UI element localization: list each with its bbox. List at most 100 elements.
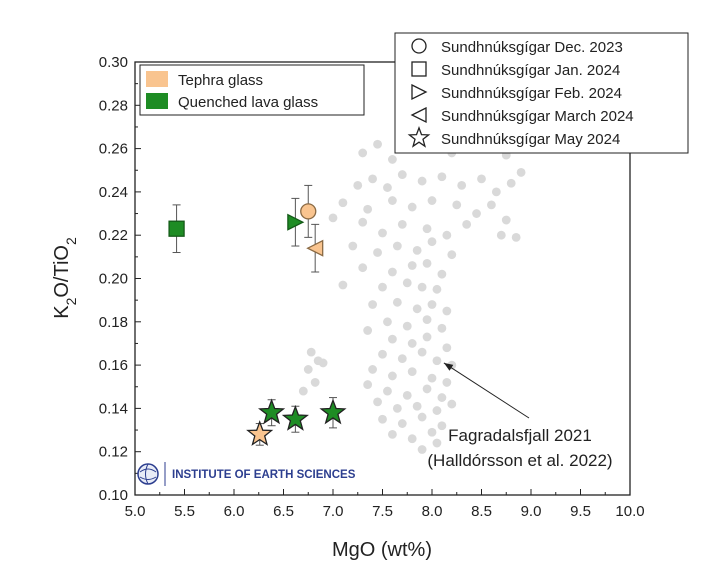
y-tick-label: 0.20 xyxy=(99,271,128,288)
legend-label-dec-2023: Sundhnúksgígar Dec. 2023 xyxy=(441,39,623,56)
data-point-square xyxy=(168,220,185,237)
x-tick-label: 9.5 xyxy=(570,503,591,520)
fagradalsfjall-point xyxy=(388,267,397,277)
legend-icon-square xyxy=(411,61,427,77)
fagradalsfjall-point xyxy=(306,347,316,357)
fagradalsfjall-point xyxy=(378,414,387,424)
x-tick-label: 9.0 xyxy=(521,503,542,520)
fagradalsfjall-point xyxy=(348,241,358,251)
fagradalsfjall-point xyxy=(437,323,447,333)
fagradalsfjall-point xyxy=(407,202,417,212)
y-axis-title: K2O/TiO2 xyxy=(51,237,79,319)
legend-label-march-2024: Sundhnúksgígar March 2024 xyxy=(441,108,634,125)
legend-label-feb-2024: Sundhnúksgígar Feb. 2024 xyxy=(441,85,622,102)
fagradalsfjall-point xyxy=(422,258,432,268)
legend-label-jan-2024: Sundhnúksgígar Jan. 2024 xyxy=(441,62,620,79)
x-tick-label: 7.5 xyxy=(372,503,393,520)
fagradalsfjall-point xyxy=(516,168,526,177)
fagradalsfjall-point xyxy=(412,401,422,411)
y-tick-label: 0.22 xyxy=(99,227,128,244)
annotation-arrow xyxy=(443,362,530,419)
fagradalsfjall-point xyxy=(442,378,452,387)
globe-icon xyxy=(137,463,159,485)
fagradalsfjall-point xyxy=(397,419,407,428)
fagradalsfjall-point xyxy=(358,148,368,158)
x-axis-title: MgO (wt%) xyxy=(332,539,432,561)
fagradalsfjall-point xyxy=(383,183,392,192)
fagradalsfjall-point xyxy=(462,219,472,229)
fagradalsfjall-point xyxy=(427,300,437,309)
fagradalsfjall-point xyxy=(511,232,521,242)
fagradalsfjall-point xyxy=(388,196,397,205)
fill-legend-frame xyxy=(139,64,365,116)
fagradalsfjall-point xyxy=(338,280,348,290)
data-point-circle xyxy=(300,203,317,220)
annotation: Fagradalsfjall 2021 (Halldórsson et al. … xyxy=(427,362,613,470)
annotation-line1: Fagradalsfjall 2021 xyxy=(448,426,592,445)
legend-label-tephra: Tephra glass xyxy=(178,72,263,89)
x-tick-label: 5.5 xyxy=(174,503,195,520)
legend-swatch-tephra xyxy=(146,71,168,87)
fagradalsfjall-point xyxy=(373,139,382,149)
fagradalsfjall-point xyxy=(427,427,437,437)
x-tick-label: 8.0 xyxy=(422,503,443,520)
fagradalsfjall-point xyxy=(303,365,313,374)
y-tick-label: 0.14 xyxy=(99,400,128,417)
fagradalsfjall-point xyxy=(491,187,501,197)
fill-legend: Tephra glass Quenched lava glass xyxy=(139,64,365,116)
fagradalsfjall-point xyxy=(427,373,437,383)
fagradalsfjall-point xyxy=(417,282,427,292)
institute-logo: INSTITUTE OF EARTH SCIENCES xyxy=(137,462,356,486)
legend-swatch-quenched xyxy=(146,93,168,109)
legend-label-quenched: Quenched lava glass xyxy=(178,94,318,111)
fagradalsfjall-point xyxy=(472,209,481,218)
fagradalsfjall-point xyxy=(432,406,442,415)
fagradalsfjall-point xyxy=(501,215,511,225)
fagradalsfjall-point xyxy=(412,245,422,255)
fagradalsfjall-point xyxy=(402,391,412,400)
fagradalsfjall-point xyxy=(392,404,402,413)
fagradalsfjall-point xyxy=(417,445,427,454)
marker-legend-frame xyxy=(394,32,689,154)
fagradalsfjall-point xyxy=(383,386,392,396)
fagradalsfjall-point xyxy=(388,334,397,344)
fagradalsfjall-point xyxy=(407,434,417,444)
fagradalsfjall-point xyxy=(353,181,363,190)
fagradalsfjall-point xyxy=(447,399,457,409)
y-tick-label: 0.26 xyxy=(99,141,128,158)
fagradalsfjall-point xyxy=(452,200,462,210)
fagradalsfjall-point xyxy=(447,250,457,260)
fagradalsfjall-point xyxy=(397,354,407,364)
fagradalsfjall-point xyxy=(363,204,373,214)
fagradalsfjall-point xyxy=(437,393,447,402)
fagradalsfjall-point xyxy=(422,315,432,325)
fagradalsfjall-point xyxy=(477,174,486,184)
data-point-star xyxy=(246,420,274,446)
fagradalsfjall-point xyxy=(378,349,387,359)
data-point-triangle-right xyxy=(287,213,305,231)
fagradalsfjall-point xyxy=(373,248,382,257)
fagradalsfjall-point xyxy=(397,170,407,179)
fagradalsfjall-point xyxy=(383,317,392,327)
fagradalsfjall-point xyxy=(407,261,417,270)
fagradalsfjall-point xyxy=(392,241,402,251)
y-tick-label: 0.16 xyxy=(99,357,128,374)
legend-label-may-2024: Sundhnúksgígar May 2024 xyxy=(441,131,620,148)
fagradalsfjall-point xyxy=(417,176,427,186)
fagradalsfjall-point xyxy=(388,371,397,381)
fagradalsfjall-point xyxy=(437,269,447,279)
y-tick-label: 0.18 xyxy=(99,314,128,331)
fagradalsfjall-point xyxy=(402,321,412,331)
legend-icon-triangle-left xyxy=(410,106,427,124)
fagradalsfjall-point xyxy=(358,263,368,273)
fagradalsfjall-point xyxy=(378,228,387,238)
fagradalsfjall-point xyxy=(442,306,452,316)
fagradalsfjall-point xyxy=(298,386,308,396)
legend-icon-circle xyxy=(411,38,427,54)
fagradalsfjall-point xyxy=(368,365,377,374)
x-tick-label: 7.0 xyxy=(323,503,344,520)
fagradalsfjall-point xyxy=(422,332,432,342)
fagradalsfjall-point xyxy=(437,421,447,431)
fagradalsfjall-point xyxy=(368,174,377,184)
